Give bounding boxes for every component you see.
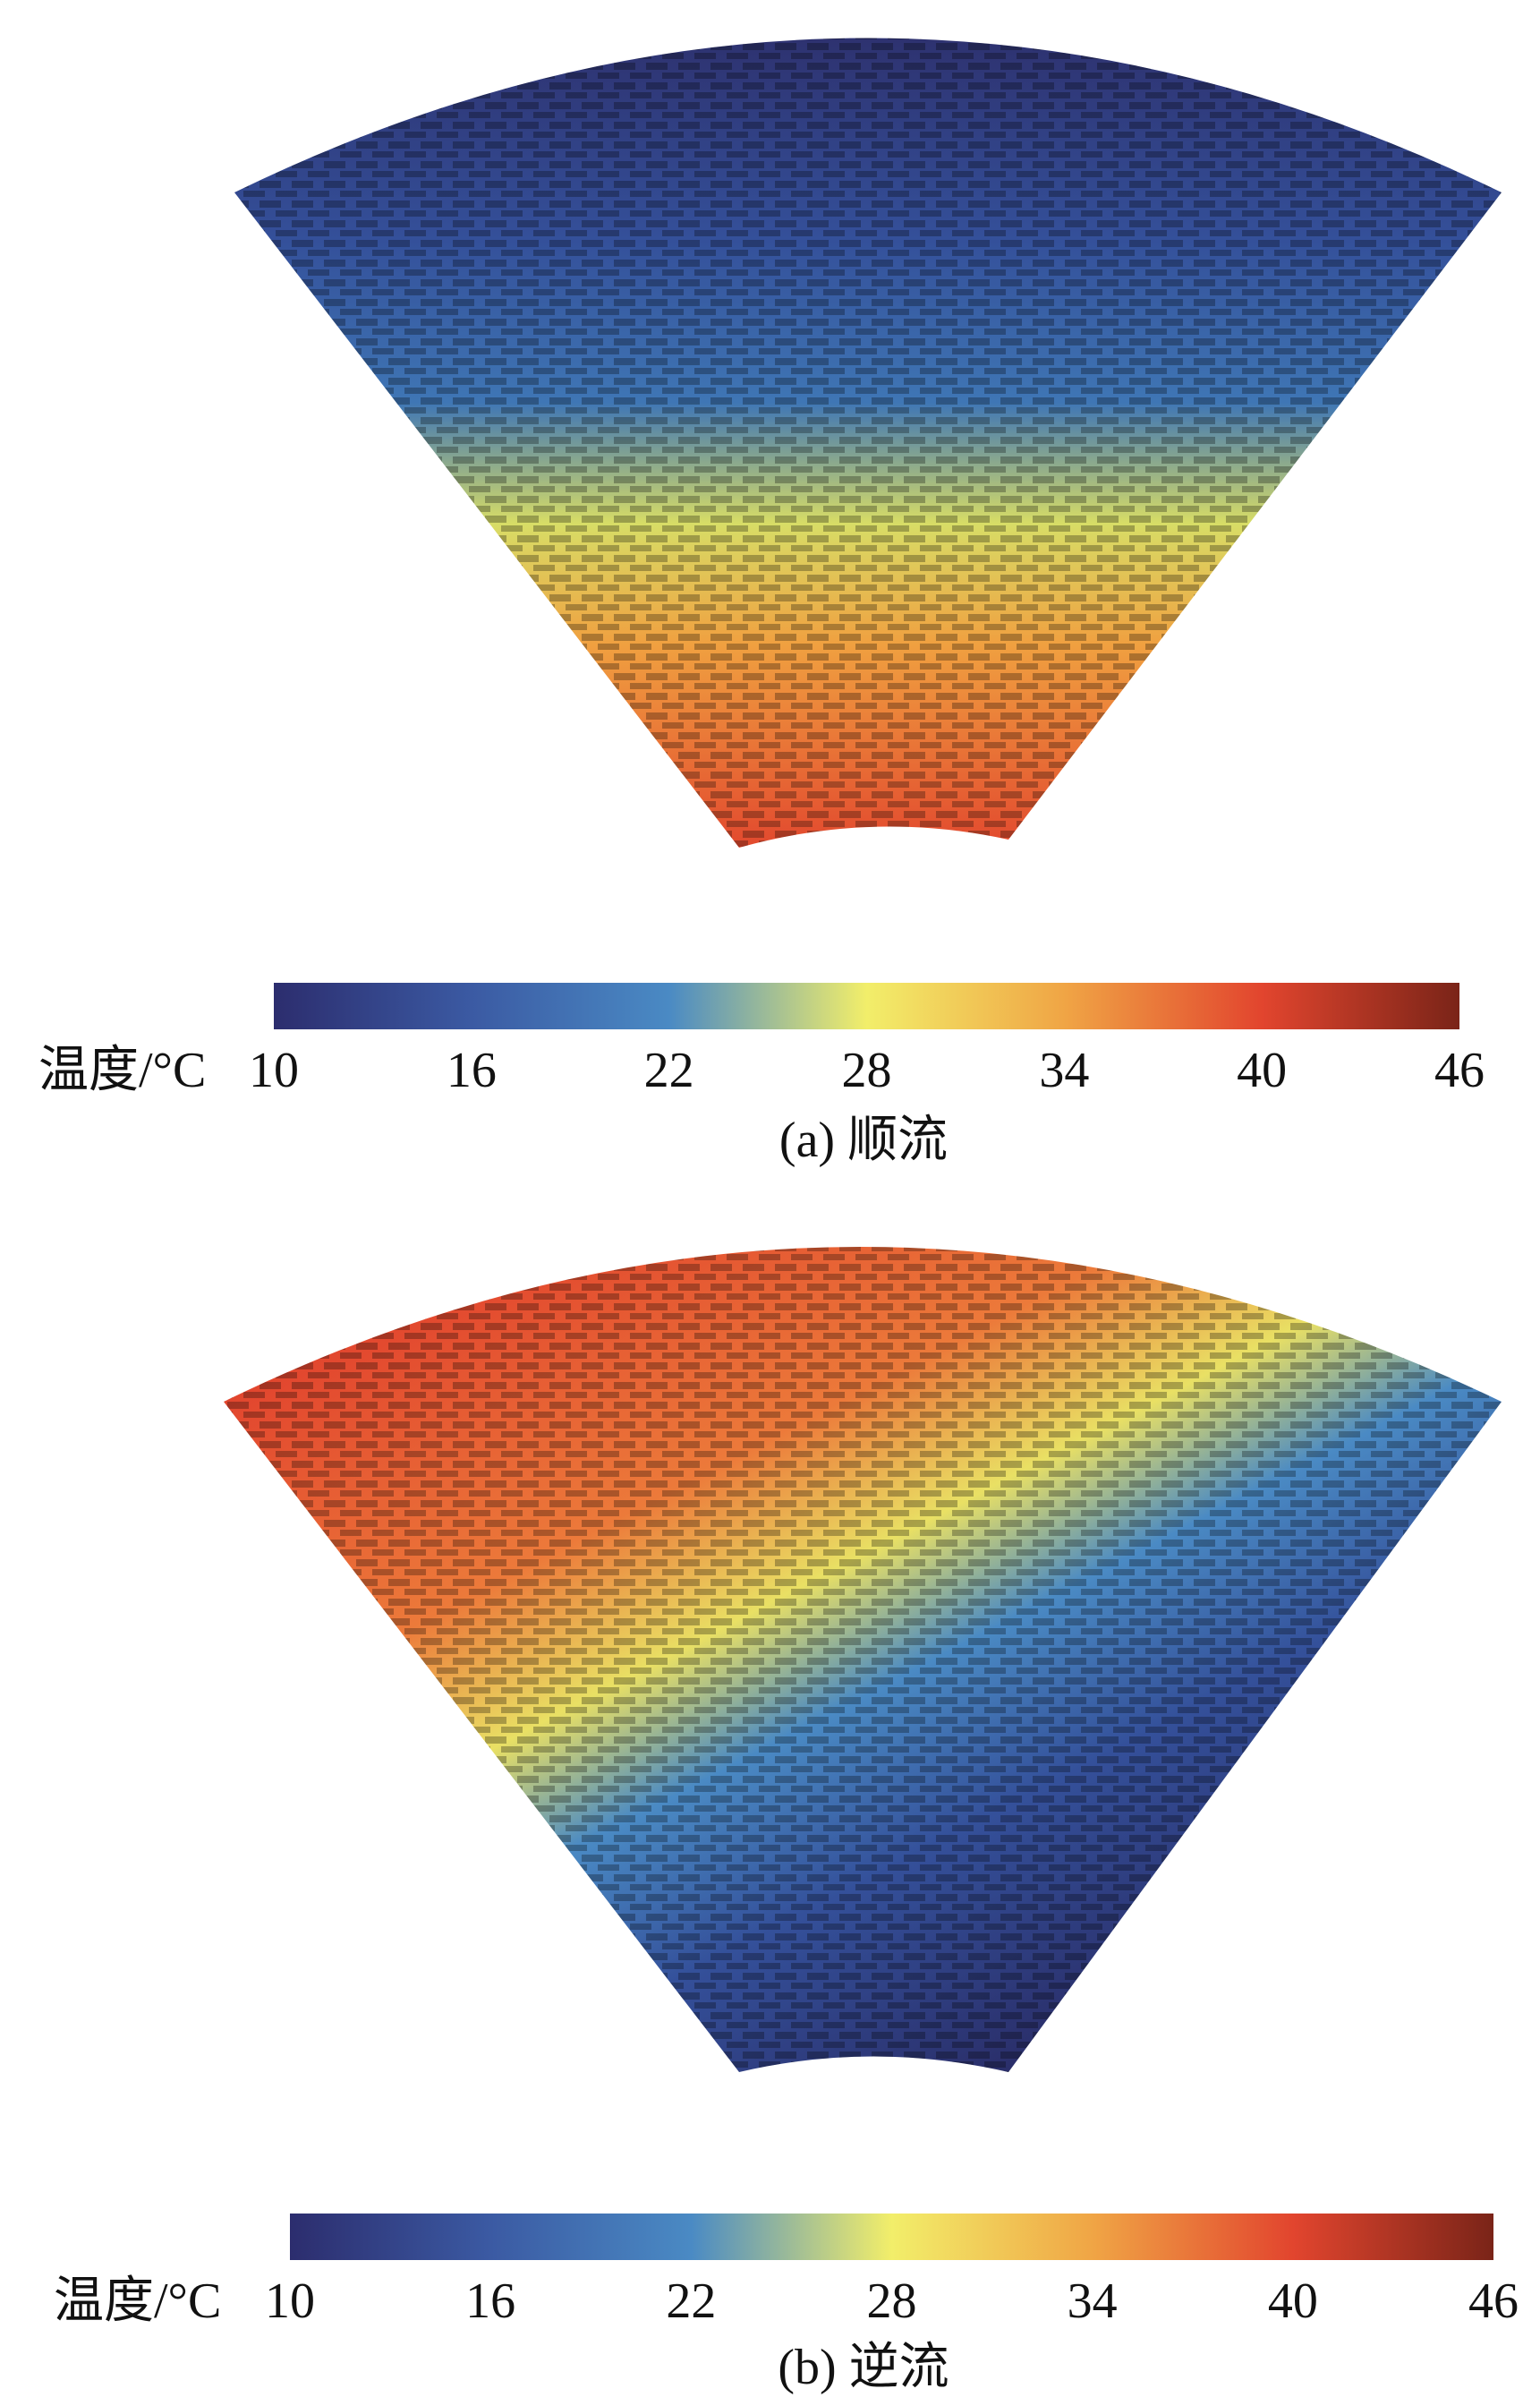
colorbar-tick-label: 10 [265, 2273, 315, 2329]
colorbar-tick-label: 16 [447, 1043, 497, 1098]
colorbar-tick-label: 22 [666, 2273, 716, 2329]
colorbar-tick-label: 34 [1039, 1043, 1089, 1098]
colorbar-tick-label: 22 [644, 1043, 694, 1098]
fan-b [224, 1247, 1502, 2072]
colorbar-tick-label: 40 [1237, 1043, 1287, 1098]
colorbar-tick-label: 10 [249, 1043, 299, 1098]
colorbar-tick-label: 46 [1434, 1043, 1485, 1098]
colorbar-tick-label: 28 [842, 1043, 892, 1098]
colorbar-tick-label: 46 [1468, 2273, 1519, 2329]
colorbar [290, 2214, 1493, 2260]
colorbar-tick-label: 16 [465, 2273, 515, 2329]
colorbar-tick-label: 28 [867, 2273, 917, 2329]
colorbar-label: 温度/°C [38, 1043, 206, 1098]
colorbar-label: 温度/°C [54, 2273, 221, 2329]
colorbar-tick-label: 34 [1068, 2273, 1118, 2329]
caption: (a) 顺流 [779, 1113, 948, 1168]
colorbar-tick-label: 40 [1268, 2273, 1318, 2329]
colorbar [274, 983, 1459, 1029]
fan-a [234, 38, 1502, 848]
caption: (b) 逆流 [778, 2340, 949, 2395]
